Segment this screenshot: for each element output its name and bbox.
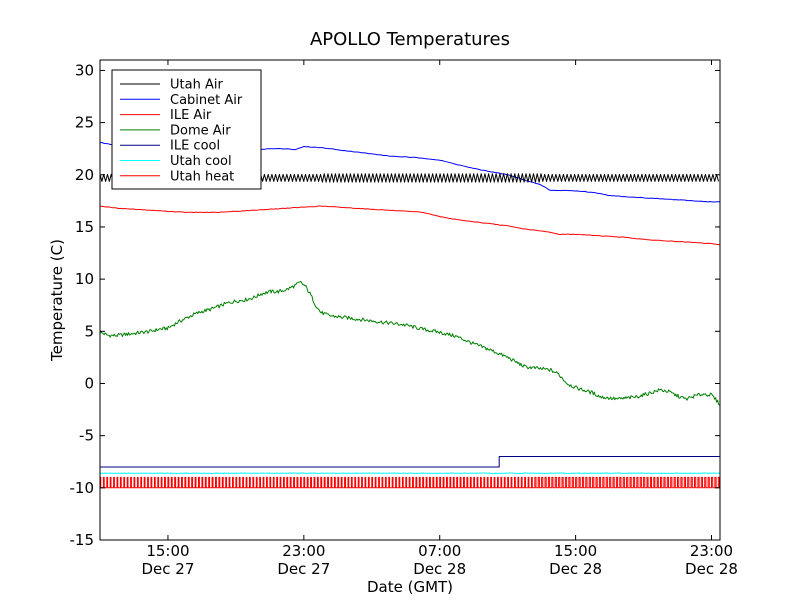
- legend-entry-label: ILE cool: [170, 139, 220, 154]
- y-tick-label: 30: [75, 61, 94, 79]
- series-line-ile-cool: [100, 456, 720, 468]
- x-tick-time-label: 23:00: [690, 542, 733, 560]
- legend-entry-label: ILE Air: [170, 108, 212, 123]
- y-tick-label: -15: [70, 531, 95, 549]
- y-axis-label: Temperature (C): [48, 239, 66, 362]
- plot-frame: [99, 59, 721, 541]
- y-axis: -15 -10 -5 0 5 10 15 20 25 30: [70, 61, 720, 549]
- y-tick-label: 15: [75, 218, 94, 236]
- x-tick-time-label: 15:00: [554, 542, 597, 560]
- chart-title: APOLLO Temperatures: [310, 29, 510, 50]
- legend-entry-label: Cabinet Air: [170, 93, 243, 108]
- x-tick-time-label: 23:00: [282, 542, 325, 560]
- series-line-utah-cool: [100, 472, 720, 474]
- legend-entry-label: Utah Air: [170, 78, 223, 93]
- x-axis-label: Date (GMT): [367, 578, 453, 596]
- y-tick-label: 20: [75, 166, 94, 184]
- y-tick-label: 10: [75, 270, 94, 288]
- x-tick-date-label: Dec 28: [685, 560, 738, 578]
- x-tick-date-label: Dec 27: [277, 560, 330, 578]
- series-layer: [100, 142, 720, 489]
- series-line-ile-air: [100, 205, 720, 246]
- x-tick-date-label: Dec 28: [549, 560, 602, 578]
- y-tick-label: 5: [84, 322, 94, 340]
- x-tick-time-label: 15:00: [146, 542, 189, 560]
- y-tick-label: -5: [79, 427, 94, 445]
- x-tick-date-label: Dec 27: [141, 560, 194, 578]
- x-tick-date-label: Dec 28: [413, 560, 466, 578]
- legend-entry-label: Utah cool: [170, 154, 232, 169]
- series-line-dome-air: [100, 280, 720, 406]
- series-line-utah-heat: [100, 476, 720, 489]
- y-tick-label: 0: [84, 374, 94, 392]
- legend-entry-label: Dome Air: [170, 123, 231, 138]
- legend-entry-label: Utah heat: [170, 169, 234, 184]
- y-tick-label: -10: [70, 479, 95, 497]
- y-tick-label: 25: [75, 114, 94, 132]
- x-tick-time-label: 07:00: [418, 542, 461, 560]
